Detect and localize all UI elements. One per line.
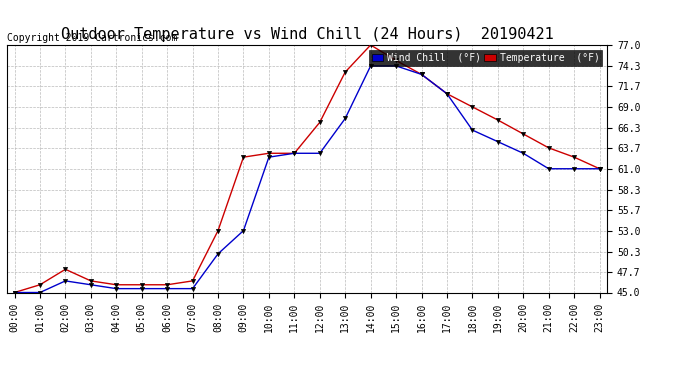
Title: Outdoor Temperature vs Wind Chill (24 Hours)  20190421: Outdoor Temperature vs Wind Chill (24 Ho… xyxy=(61,27,553,42)
Text: Copyright 2019 Cartronics.com: Copyright 2019 Cartronics.com xyxy=(7,33,177,42)
Legend: Wind Chill  (°F), Temperature  (°F): Wind Chill (°F), Temperature (°F) xyxy=(368,50,602,66)
